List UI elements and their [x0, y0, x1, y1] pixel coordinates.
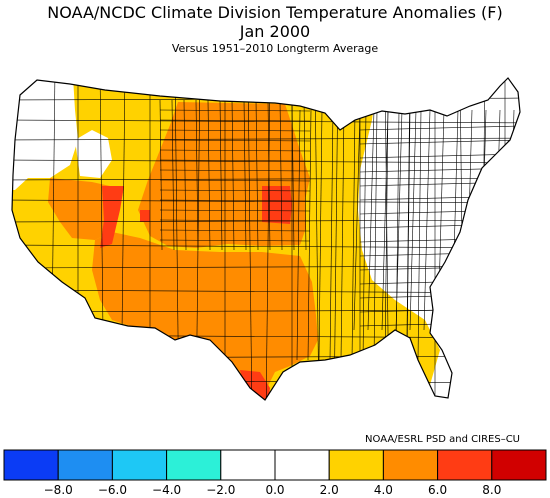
division-boundary	[329, 109, 334, 361]
title: NOAA/NCDC Climate Division Temperature A…	[47, 3, 503, 22]
division-boundary	[351, 109, 356, 361]
legend-tick-label: 2.0	[320, 483, 339, 497]
legend-color-box	[382, 449, 439, 481]
division-boundary	[12, 119, 520, 124]
legend-tick-label: −2.0	[206, 483, 235, 497]
period-label: Jan 2000	[239, 22, 311, 41]
legend-color-box	[437, 449, 493, 481]
division-boundary	[384, 109, 389, 361]
division-boundary	[373, 109, 378, 361]
division-boundary	[359, 139, 520, 145]
division-boundary	[362, 109, 367, 361]
division-boundary	[318, 109, 323, 361]
division-boundary	[12, 159, 520, 164]
division-boundary	[159, 99, 163, 251]
division-boundary	[359, 125, 520, 131]
division-boundary	[171, 99, 175, 251]
legend-color-box	[274, 449, 330, 481]
division-boundary	[195, 99, 199, 251]
division-boundary	[219, 99, 223, 251]
division-boundary	[183, 99, 187, 251]
division-boundary	[340, 109, 345, 361]
legend-color-box	[491, 449, 547, 481]
legend-color-box	[111, 449, 168, 481]
division-boundary	[159, 219, 311, 222]
region-white-idaho	[75, 130, 112, 178]
division-boundary	[417, 109, 422, 361]
division-boundary	[159, 159, 311, 162]
legend-tick-label: 4.0	[374, 483, 393, 497]
legend-tick-label: −8.0	[44, 483, 73, 497]
division-boundary	[159, 179, 311, 182]
division-boundary	[159, 149, 311, 152]
division-boundary	[423, 109, 431, 331]
division-boundary	[207, 99, 211, 251]
division-boundary	[303, 99, 307, 251]
legend-color-box	[220, 449, 276, 481]
region-red-utah-small	[140, 210, 150, 222]
division-boundary	[296, 109, 301, 361]
division-boundary	[159, 119, 311, 122]
division-boundary	[231, 99, 235, 251]
division-boundary	[159, 209, 311, 212]
division-boundary	[307, 109, 312, 361]
credit-label: NOAA/ESRL PSD and CIRES–CU	[365, 434, 520, 445]
division-boundary	[159, 199, 311, 202]
division-boundary	[279, 99, 283, 251]
division-boundary	[267, 99, 271, 251]
division-boundary	[255, 99, 259, 251]
legend-tick-label: −4.0	[152, 483, 181, 497]
division-boundary	[159, 129, 311, 132]
division-boundary	[159, 229, 311, 232]
legend-color-box	[328, 449, 384, 481]
region-red-south-texas	[240, 370, 270, 400]
division-boundary	[247, 78, 253, 400]
division-boundary	[12, 199, 520, 204]
region-orange-southwest	[92, 232, 318, 398]
division-boundary	[291, 99, 295, 251]
legend-color-box	[57, 449, 113, 481]
division-boundary	[381, 109, 389, 331]
division-boundary	[159, 109, 311, 112]
division-boundary	[243, 99, 247, 251]
legend-color-box	[3, 449, 59, 481]
legend-tick-label: 8.0	[482, 483, 501, 497]
legend-tick-label: 6.0	[428, 483, 447, 497]
subtitle: Versus 1951–2010 Longterm Average	[171, 42, 379, 55]
region-red-utah	[100, 186, 124, 248]
division-boundary	[12, 137, 520, 141]
legend-color-box	[166, 449, 222, 481]
division-boundary	[159, 169, 311, 172]
division-boundary	[159, 189, 311, 192]
division-boundary	[265, 78, 271, 400]
legend-tick-label: −6.0	[98, 483, 127, 497]
division-boundary	[353, 109, 361, 331]
division-boundary	[159, 239, 311, 242]
division-boundary	[359, 153, 520, 159]
division-boundary	[159, 139, 311, 142]
division-boundary	[367, 109, 375, 331]
division-boundary	[406, 109, 411, 361]
division-boundary	[395, 109, 403, 331]
division-boundary	[409, 109, 417, 331]
legend-tick-label: 0.0	[265, 483, 284, 497]
region-orange-great-basin	[48, 178, 118, 240]
division-boundary	[12, 177, 520, 181]
